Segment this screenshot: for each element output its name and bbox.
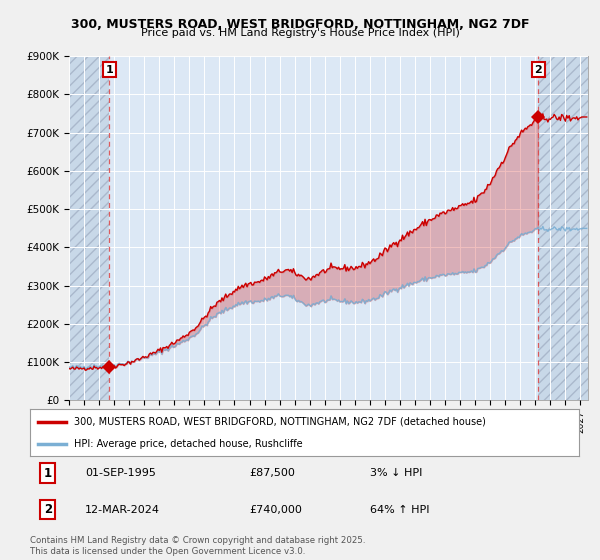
Text: 1: 1 [44, 466, 52, 480]
Text: 64% ↑ HPI: 64% ↑ HPI [370, 505, 430, 515]
Bar [69, 56, 109, 400]
Text: HPI: Average price, detached house, Rushcliffe: HPI: Average price, detached house, Rush… [74, 438, 302, 449]
Text: Contains HM Land Registry data © Crown copyright and database right 2025.
This d: Contains HM Land Registry data © Crown c… [30, 536, 365, 556]
Text: 2: 2 [535, 64, 542, 74]
Text: £87,500: £87,500 [250, 468, 295, 478]
Bar [538, 56, 588, 400]
Text: 300, MUSTERS ROAD, WEST BRIDGFORD, NOTTINGHAM, NG2 7DF (detached house): 300, MUSTERS ROAD, WEST BRIDGFORD, NOTTI… [74, 417, 486, 427]
Text: 1: 1 [105, 64, 113, 74]
Text: Price paid vs. HM Land Registry's House Price Index (HPI): Price paid vs. HM Land Registry's House … [140, 28, 460, 38]
Text: £740,000: £740,000 [250, 505, 302, 515]
Text: 01-SEP-1995: 01-SEP-1995 [85, 468, 156, 478]
Text: 3% ↓ HPI: 3% ↓ HPI [370, 468, 423, 478]
Text: 2: 2 [44, 503, 52, 516]
Text: 300, MUSTERS ROAD, WEST BRIDGFORD, NOTTINGHAM, NG2 7DF: 300, MUSTERS ROAD, WEST BRIDGFORD, NOTTI… [71, 18, 529, 31]
Text: 12-MAR-2024: 12-MAR-2024 [85, 505, 160, 515]
